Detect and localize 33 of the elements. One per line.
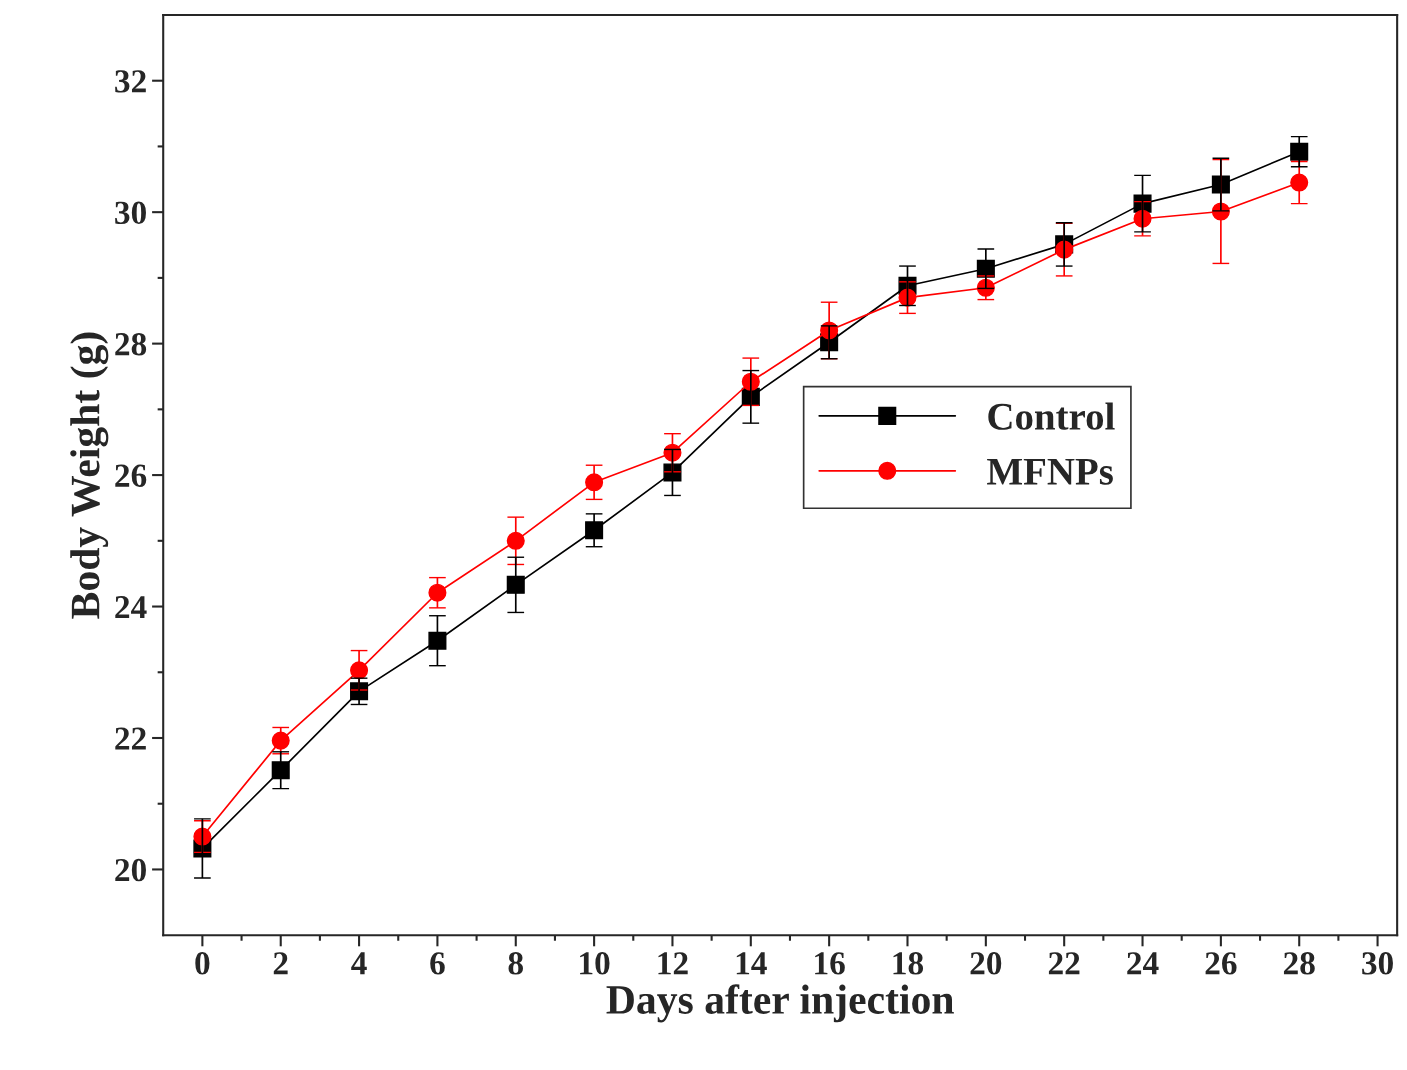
x-axis-title: Days after injection bbox=[606, 984, 954, 1023]
x-tick-label: 6 bbox=[430, 952, 445, 975]
point bbox=[193, 827, 212, 846]
y-axis-title: Body Weight (g) bbox=[70, 332, 109, 619]
x-tick-label: 20 bbox=[970, 952, 1002, 975]
x-tick-label: 16 bbox=[815, 952, 845, 975]
y-tick-label: 26 bbox=[115, 464, 147, 487]
point bbox=[663, 463, 682, 482]
x-tick-label: 28 bbox=[1283, 952, 1315, 975]
x-tick-label: 12 bbox=[658, 952, 688, 975]
legend-label: Control bbox=[988, 402, 1115, 430]
y-tick-label: 24 bbox=[115, 596, 147, 619]
point bbox=[428, 631, 447, 650]
x-tick-label: 26 bbox=[1205, 952, 1237, 975]
y-tick-label: 32 bbox=[115, 70, 146, 93]
x-tick-label: 8 bbox=[508, 952, 523, 975]
x-tick-label: 0 bbox=[195, 952, 210, 975]
legend-label: MFNPs bbox=[987, 458, 1113, 485]
y-tick-label: 22 bbox=[115, 727, 146, 750]
x-tick-label: 14 bbox=[736, 952, 767, 975]
point bbox=[898, 288, 917, 307]
x-tick-label: 22 bbox=[1048, 952, 1080, 975]
y-tick-label: 30 bbox=[115, 201, 146, 225]
point bbox=[428, 583, 447, 602]
y-tick-label: 28 bbox=[115, 333, 147, 356]
x-tick-label: 4 bbox=[351, 952, 367, 975]
x-tick-label: 30 bbox=[1362, 952, 1393, 975]
y-tick-label: 20 bbox=[115, 858, 146, 882]
point bbox=[1133, 209, 1152, 228]
x-tick-label: 24 bbox=[1127, 952, 1159, 975]
x-tick-label: 18 bbox=[893, 952, 924, 975]
x-tick-label: 2 bbox=[273, 952, 288, 975]
x-tick-label: 10 bbox=[580, 952, 610, 975]
